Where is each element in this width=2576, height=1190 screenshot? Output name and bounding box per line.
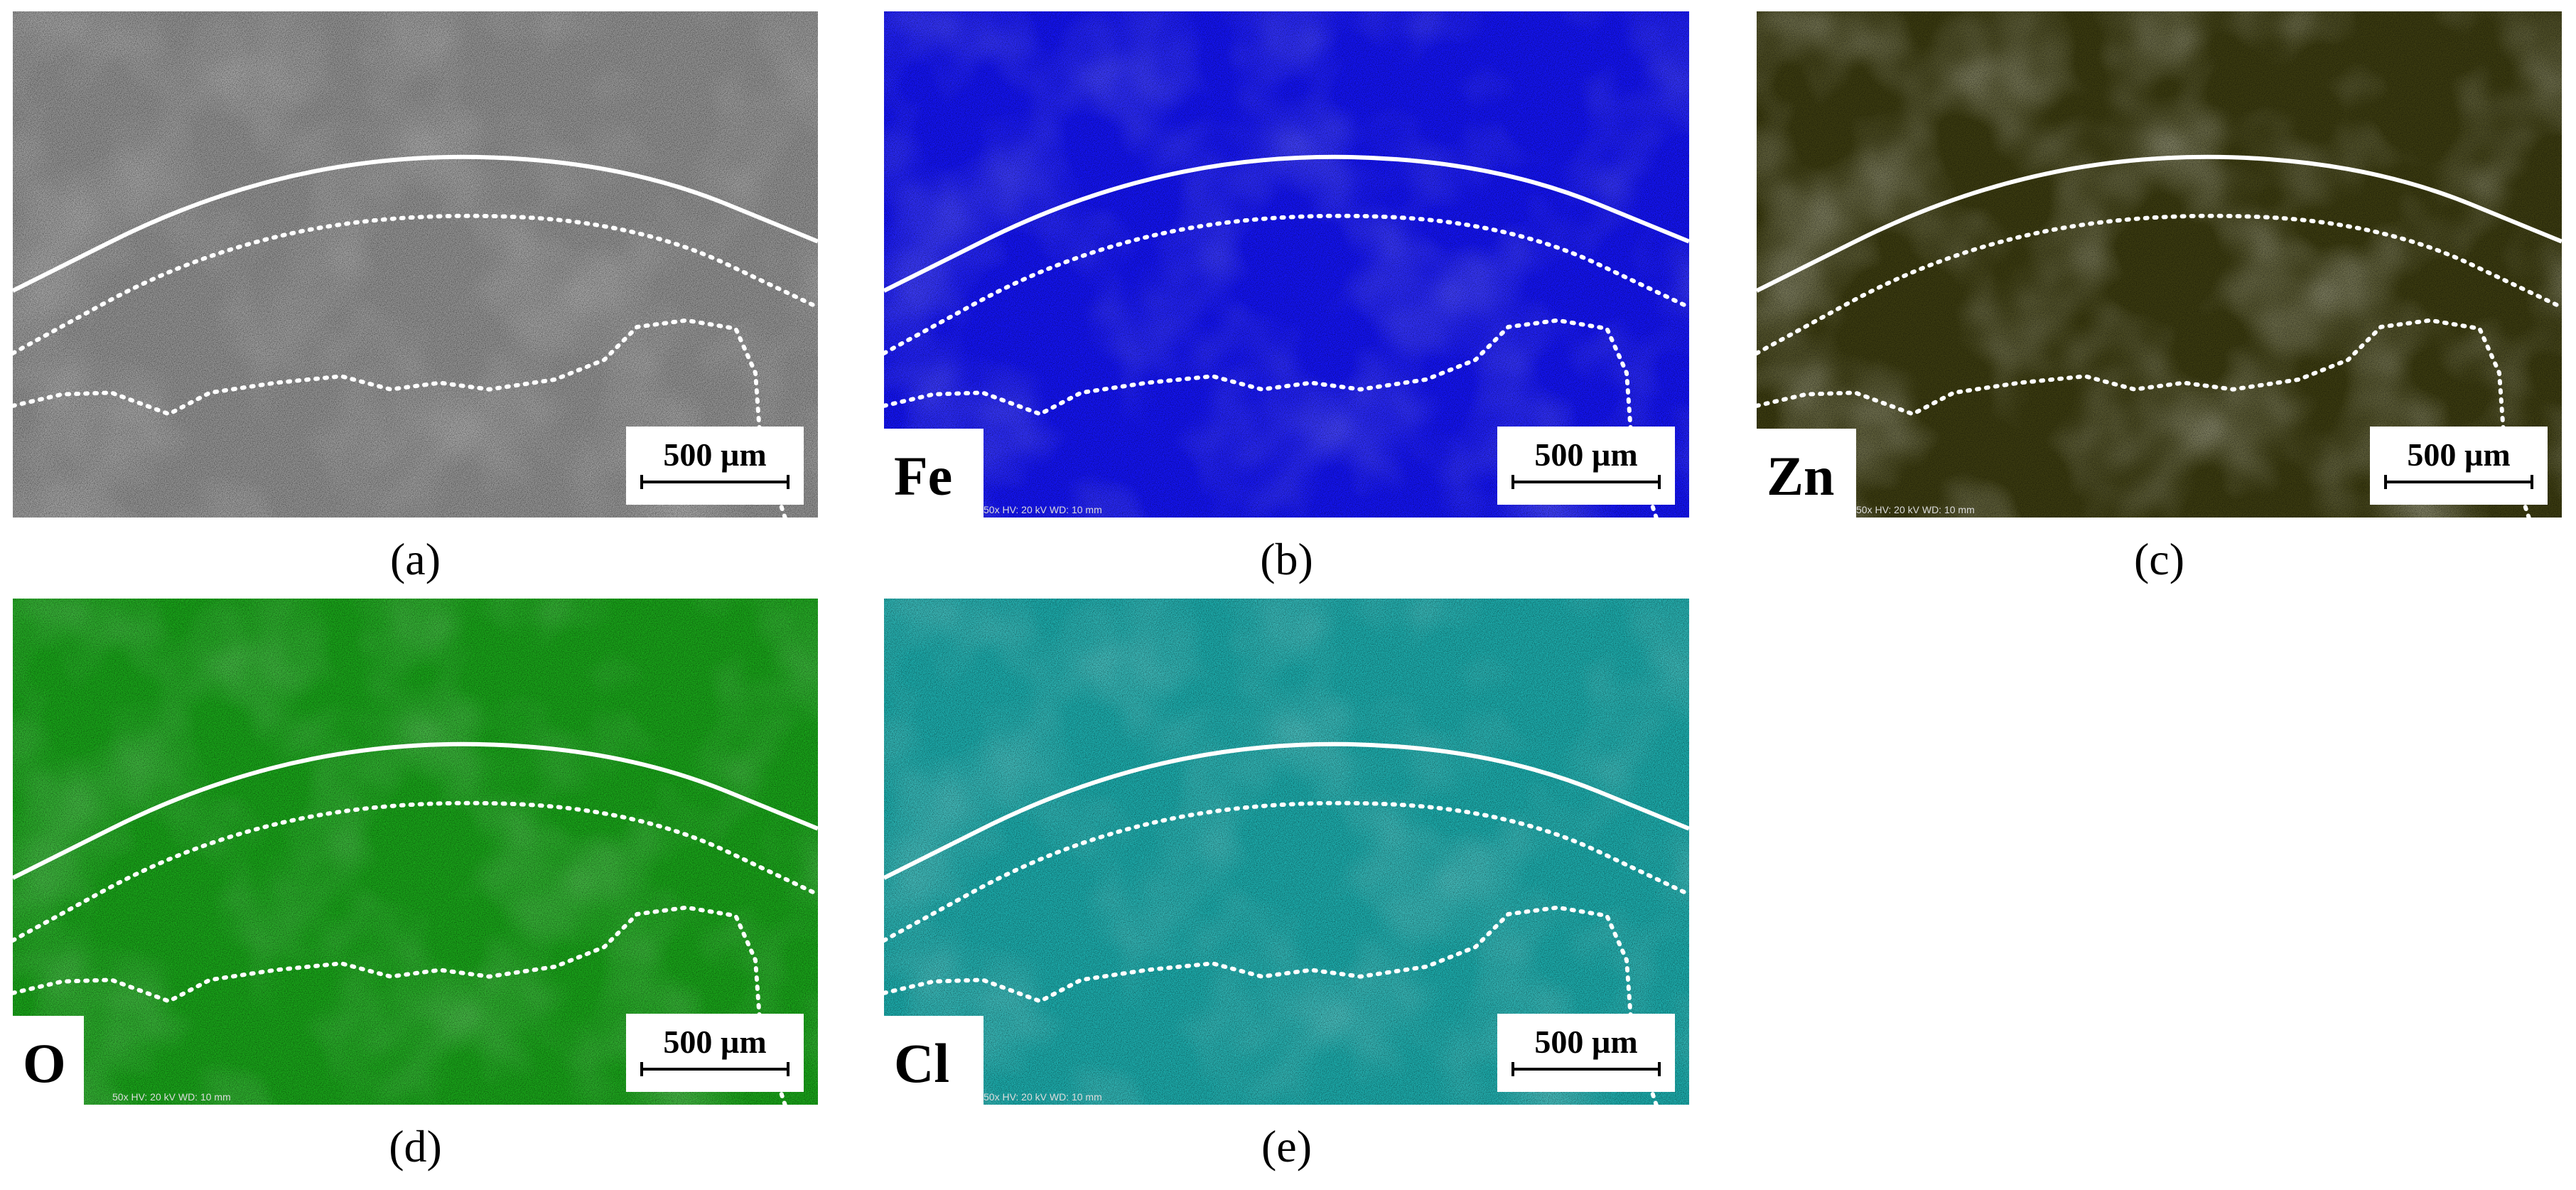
panel-caption: (c) [2133, 534, 2185, 584]
boundary-dotted [884, 213, 1689, 355]
scale-bar-box [626, 427, 804, 505]
boundary-dotted [884, 905, 1659, 1105]
boundary-solid [884, 154, 1689, 293]
boundary-dotted [884, 800, 1689, 943]
panel-caption: (a) [389, 534, 441, 584]
info-strip: 50x HV: 20 kV WD: 10 mm [983, 504, 1102, 515]
element-label: Zn [1767, 445, 1834, 507]
scale-bar-box [626, 1014, 804, 1092]
boundary-solid [13, 154, 818, 293]
boundary-solid [13, 741, 818, 880]
panel-caption: (e) [1261, 1121, 1313, 1172]
boundary-dotted [884, 318, 1659, 518]
element-label: Fe [894, 445, 952, 507]
element-label: O [23, 1032, 66, 1094]
info-strip: 50x HV: 20 kV WD: 10 mm [1856, 504, 1975, 515]
element-label: Cl [894, 1032, 949, 1094]
boundary-dotted [1757, 318, 2531, 518]
micrograph: 500 µm 50x HV: 20 kV WD: 10 mm Zn [1757, 11, 2562, 518]
micrograph: 500 µm 50x HV: 20 kV WD: 10 mm O [13, 599, 818, 1105]
boundary-dotted [1757, 213, 2562, 355]
micrograph: 500 µm 50x HV: 20 kV WD: 10 mm Cl [884, 599, 1689, 1105]
element-box [884, 1016, 983, 1105]
scale-bar-box [2370, 427, 2548, 505]
boundary-dotted [13, 800, 818, 943]
panel-caption: (d) [389, 1121, 442, 1172]
scale-bar-label: 500 µm [1534, 436, 1637, 473]
boundary-solid [1757, 154, 2562, 293]
boundary-solid [884, 741, 1689, 880]
boundary-dotted [13, 905, 787, 1105]
scale-bar-box [1497, 427, 1675, 505]
scale-bar-label: 500 µm [663, 436, 766, 473]
panel-caption: (b) [1260, 534, 1313, 584]
boundary-dotted [13, 318, 787, 518]
info-strip: 50x HV: 20 kV WD: 10 mm [112, 1091, 231, 1103]
element-box [884, 429, 983, 518]
scale-bar-label: 500 µm [663, 1024, 766, 1060]
element-box [13, 1016, 84, 1105]
boundary-dotted [13, 213, 818, 355]
scale-bar-box [1497, 1014, 1675, 1092]
info-strip: 50x HV: 20 kV WD: 10 mm [983, 1091, 1102, 1103]
element-box [1757, 429, 1856, 518]
micrograph: 500 µm 50x HV: 20 kV WD: 10 mm Fe [884, 11, 1689, 518]
scale-bar-label: 500 µm [1534, 1024, 1637, 1060]
scale-bar-label: 500 µm [2407, 436, 2510, 473]
micrograph: 500 µm [13, 11, 818, 518]
